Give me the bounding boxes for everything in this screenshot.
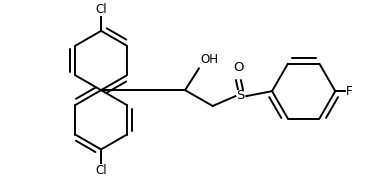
Text: Cl: Cl <box>95 164 107 177</box>
Text: S: S <box>236 89 245 102</box>
Text: Cl: Cl <box>95 3 107 16</box>
Text: OH: OH <box>200 53 218 66</box>
Text: O: O <box>233 61 244 74</box>
Text: F: F <box>346 85 353 98</box>
